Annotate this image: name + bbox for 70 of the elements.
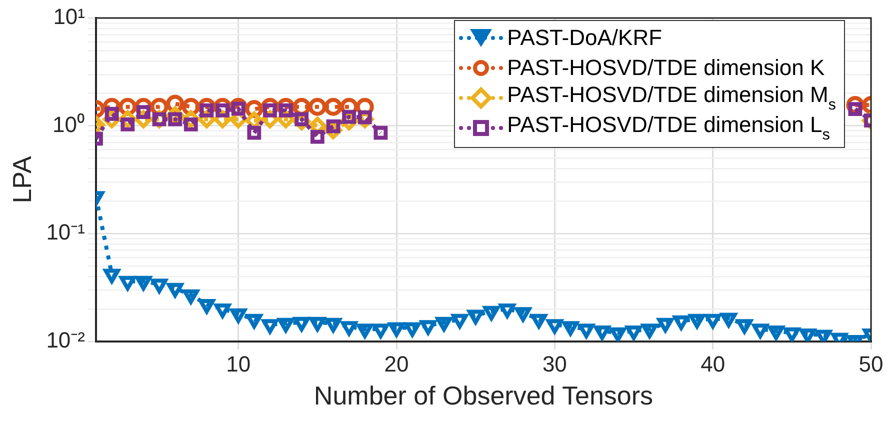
point [514,307,532,322]
point [308,98,326,116]
point [736,319,753,334]
point [768,325,784,340]
point [562,321,579,336]
point [167,282,184,298]
point [216,103,230,118]
point [310,130,324,144]
point [120,276,136,290]
point [230,308,246,323]
legend-label: PAST-HOSVD/TDE dimension L$_{s}$ [507,112,830,144]
x-tick-label: 30 [542,352,567,377]
point [247,126,262,140]
point [278,318,294,332]
point [420,320,436,335]
point [309,316,326,332]
point [546,319,563,334]
point [784,327,800,342]
point [499,303,516,318]
x-axis-title: Number of Observed Tensors [314,380,654,411]
x-tick-label: 50 [858,352,884,377]
point [530,314,547,328]
point [294,316,310,332]
point [848,102,862,116]
point [214,303,231,318]
point [324,98,342,116]
point [468,310,484,324]
point [752,324,768,338]
legend-label: PAST-DoA/KRF [507,25,662,51]
point [642,324,658,338]
point [404,322,420,337]
point [104,268,120,284]
point [262,319,278,334]
x-tick-label: 20 [384,352,409,377]
point [657,318,674,332]
y-axis-title: LPA [6,155,37,204]
point [800,328,816,342]
point [688,314,706,328]
point [483,306,500,320]
y-tick-label: 10¹ [53,4,85,30]
x-tick-label: 40 [700,352,726,377]
point [278,103,293,118]
point [374,126,388,140]
point [720,312,737,328]
point [436,316,452,332]
legend-label: PAST-HOSVD/TDE dimension M$_{s}$ [507,82,836,114]
x-tick-label: 10 [226,352,251,377]
point [704,314,721,328]
point [594,325,610,340]
y-tick-label: 10⁰ [52,112,85,137]
point [610,327,626,342]
point [246,314,262,328]
point [135,276,152,290]
y-tick-label: 10⁻¹ [46,220,85,245]
point [325,318,342,332]
point [200,103,214,118]
point [340,321,358,336]
point [356,324,373,338]
point [626,325,642,340]
point [673,315,690,330]
point [198,298,215,314]
point [388,322,405,337]
point [182,289,199,304]
point [372,324,389,338]
point [452,314,468,328]
point [151,278,168,294]
legend-label: PAST-HOSVD/TDE dimension K [507,55,825,81]
point [578,324,594,338]
y-tick-label: 10⁻² [46,327,85,352]
point [263,103,277,118]
